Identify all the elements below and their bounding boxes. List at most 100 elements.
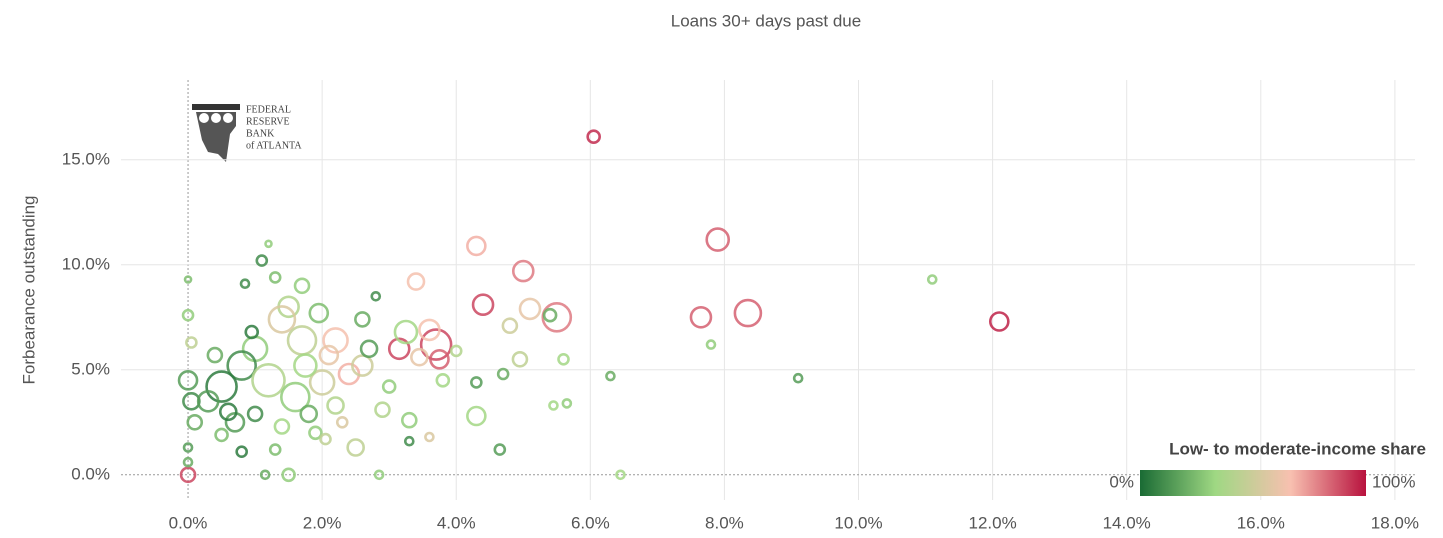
point — [548, 400, 559, 411]
point — [586, 129, 601, 144]
y-tick-label: 15.0% — [62, 149, 110, 168]
point — [308, 369, 336, 396]
point — [429, 348, 450, 370]
point — [541, 301, 573, 333]
point — [359, 339, 379, 359]
point — [308, 425, 323, 441]
point — [299, 404, 319, 424]
point — [511, 350, 529, 368]
point — [268, 271, 282, 284]
point — [496, 367, 510, 381]
point — [733, 298, 763, 328]
point — [393, 319, 419, 345]
point — [244, 324, 260, 340]
point — [792, 372, 804, 384]
point — [354, 311, 371, 328]
point — [322, 327, 349, 354]
point — [557, 352, 570, 366]
point — [387, 337, 411, 361]
y-tick-label: 5.0% — [71, 359, 110, 378]
x-tick-label: 8.0% — [705, 513, 744, 532]
legend-title: Low- to moderate-income share — [1169, 439, 1426, 458]
point — [185, 336, 198, 349]
y-tick-label: 10.0% — [62, 254, 110, 273]
point — [267, 305, 297, 334]
color-scale — [1140, 470, 1366, 496]
point — [401, 411, 418, 429]
point — [182, 456, 194, 468]
point — [206, 346, 224, 364]
point — [182, 442, 194, 453]
point — [280, 381, 311, 413]
point — [181, 308, 195, 322]
y-axis-label: Forbearance outstanding — [19, 195, 38, 384]
point — [264, 239, 273, 249]
point — [470, 376, 483, 389]
point — [214, 427, 229, 443]
point — [186, 413, 204, 431]
x-tick-label: 0.0% — [169, 513, 208, 532]
point — [926, 274, 938, 285]
point — [286, 325, 318, 356]
point — [435, 372, 451, 388]
point — [424, 431, 435, 443]
point — [239, 278, 251, 290]
point — [293, 353, 318, 378]
logo-icon — [199, 113, 209, 123]
point — [418, 318, 441, 342]
point — [246, 405, 264, 423]
point — [179, 466, 197, 484]
point — [615, 469, 626, 481]
x-tick-label: 16.0% — [1237, 513, 1285, 532]
x-tick-label: 12.0% — [969, 513, 1017, 532]
chart-title: Loans 30+ days past due — [671, 11, 861, 30]
point — [326, 396, 345, 415]
point — [381, 379, 397, 394]
logo-text: FEDERAL — [246, 104, 291, 115]
point — [281, 467, 296, 483]
point — [449, 344, 463, 358]
point — [251, 362, 286, 398]
legend-max: 100% — [1372, 472, 1415, 491]
logo-text: RESERVE — [246, 116, 290, 127]
logo: FEDERAL RESERVE BANK of ATLANTA — [192, 104, 302, 162]
logo-icon — [211, 113, 221, 123]
point — [346, 438, 365, 457]
point — [542, 307, 558, 323]
point — [226, 350, 257, 381]
point — [511, 259, 535, 283]
point — [293, 277, 311, 295]
point — [259, 469, 271, 481]
x-tick-label: 18.0% — [1371, 513, 1419, 532]
point — [561, 398, 573, 409]
point — [255, 254, 269, 267]
point — [689, 305, 713, 329]
point — [410, 347, 429, 367]
point — [235, 445, 248, 459]
point — [518, 297, 542, 321]
x-tick-label: 2.0% — [303, 513, 342, 532]
point — [205, 370, 238, 403]
point — [493, 443, 507, 456]
point — [335, 415, 349, 429]
point — [404, 435, 415, 447]
logo-text: BANK — [246, 128, 275, 139]
legend-min: 0% — [1109, 472, 1134, 491]
point — [605, 370, 616, 382]
point — [273, 418, 291, 435]
logo-icon — [192, 104, 240, 110]
point — [196, 389, 220, 413]
logo-text: of ATLANTA — [246, 140, 302, 151]
point — [466, 405, 487, 427]
point — [989, 311, 1010, 332]
point — [370, 290, 382, 302]
x-tick-label: 4.0% — [437, 513, 476, 532]
logo-icon — [223, 113, 233, 123]
point — [705, 227, 731, 252]
point — [218, 402, 238, 422]
point — [183, 275, 193, 284]
point — [308, 302, 330, 324]
point — [241, 335, 269, 363]
x-tick-label: 10.0% — [834, 513, 882, 532]
